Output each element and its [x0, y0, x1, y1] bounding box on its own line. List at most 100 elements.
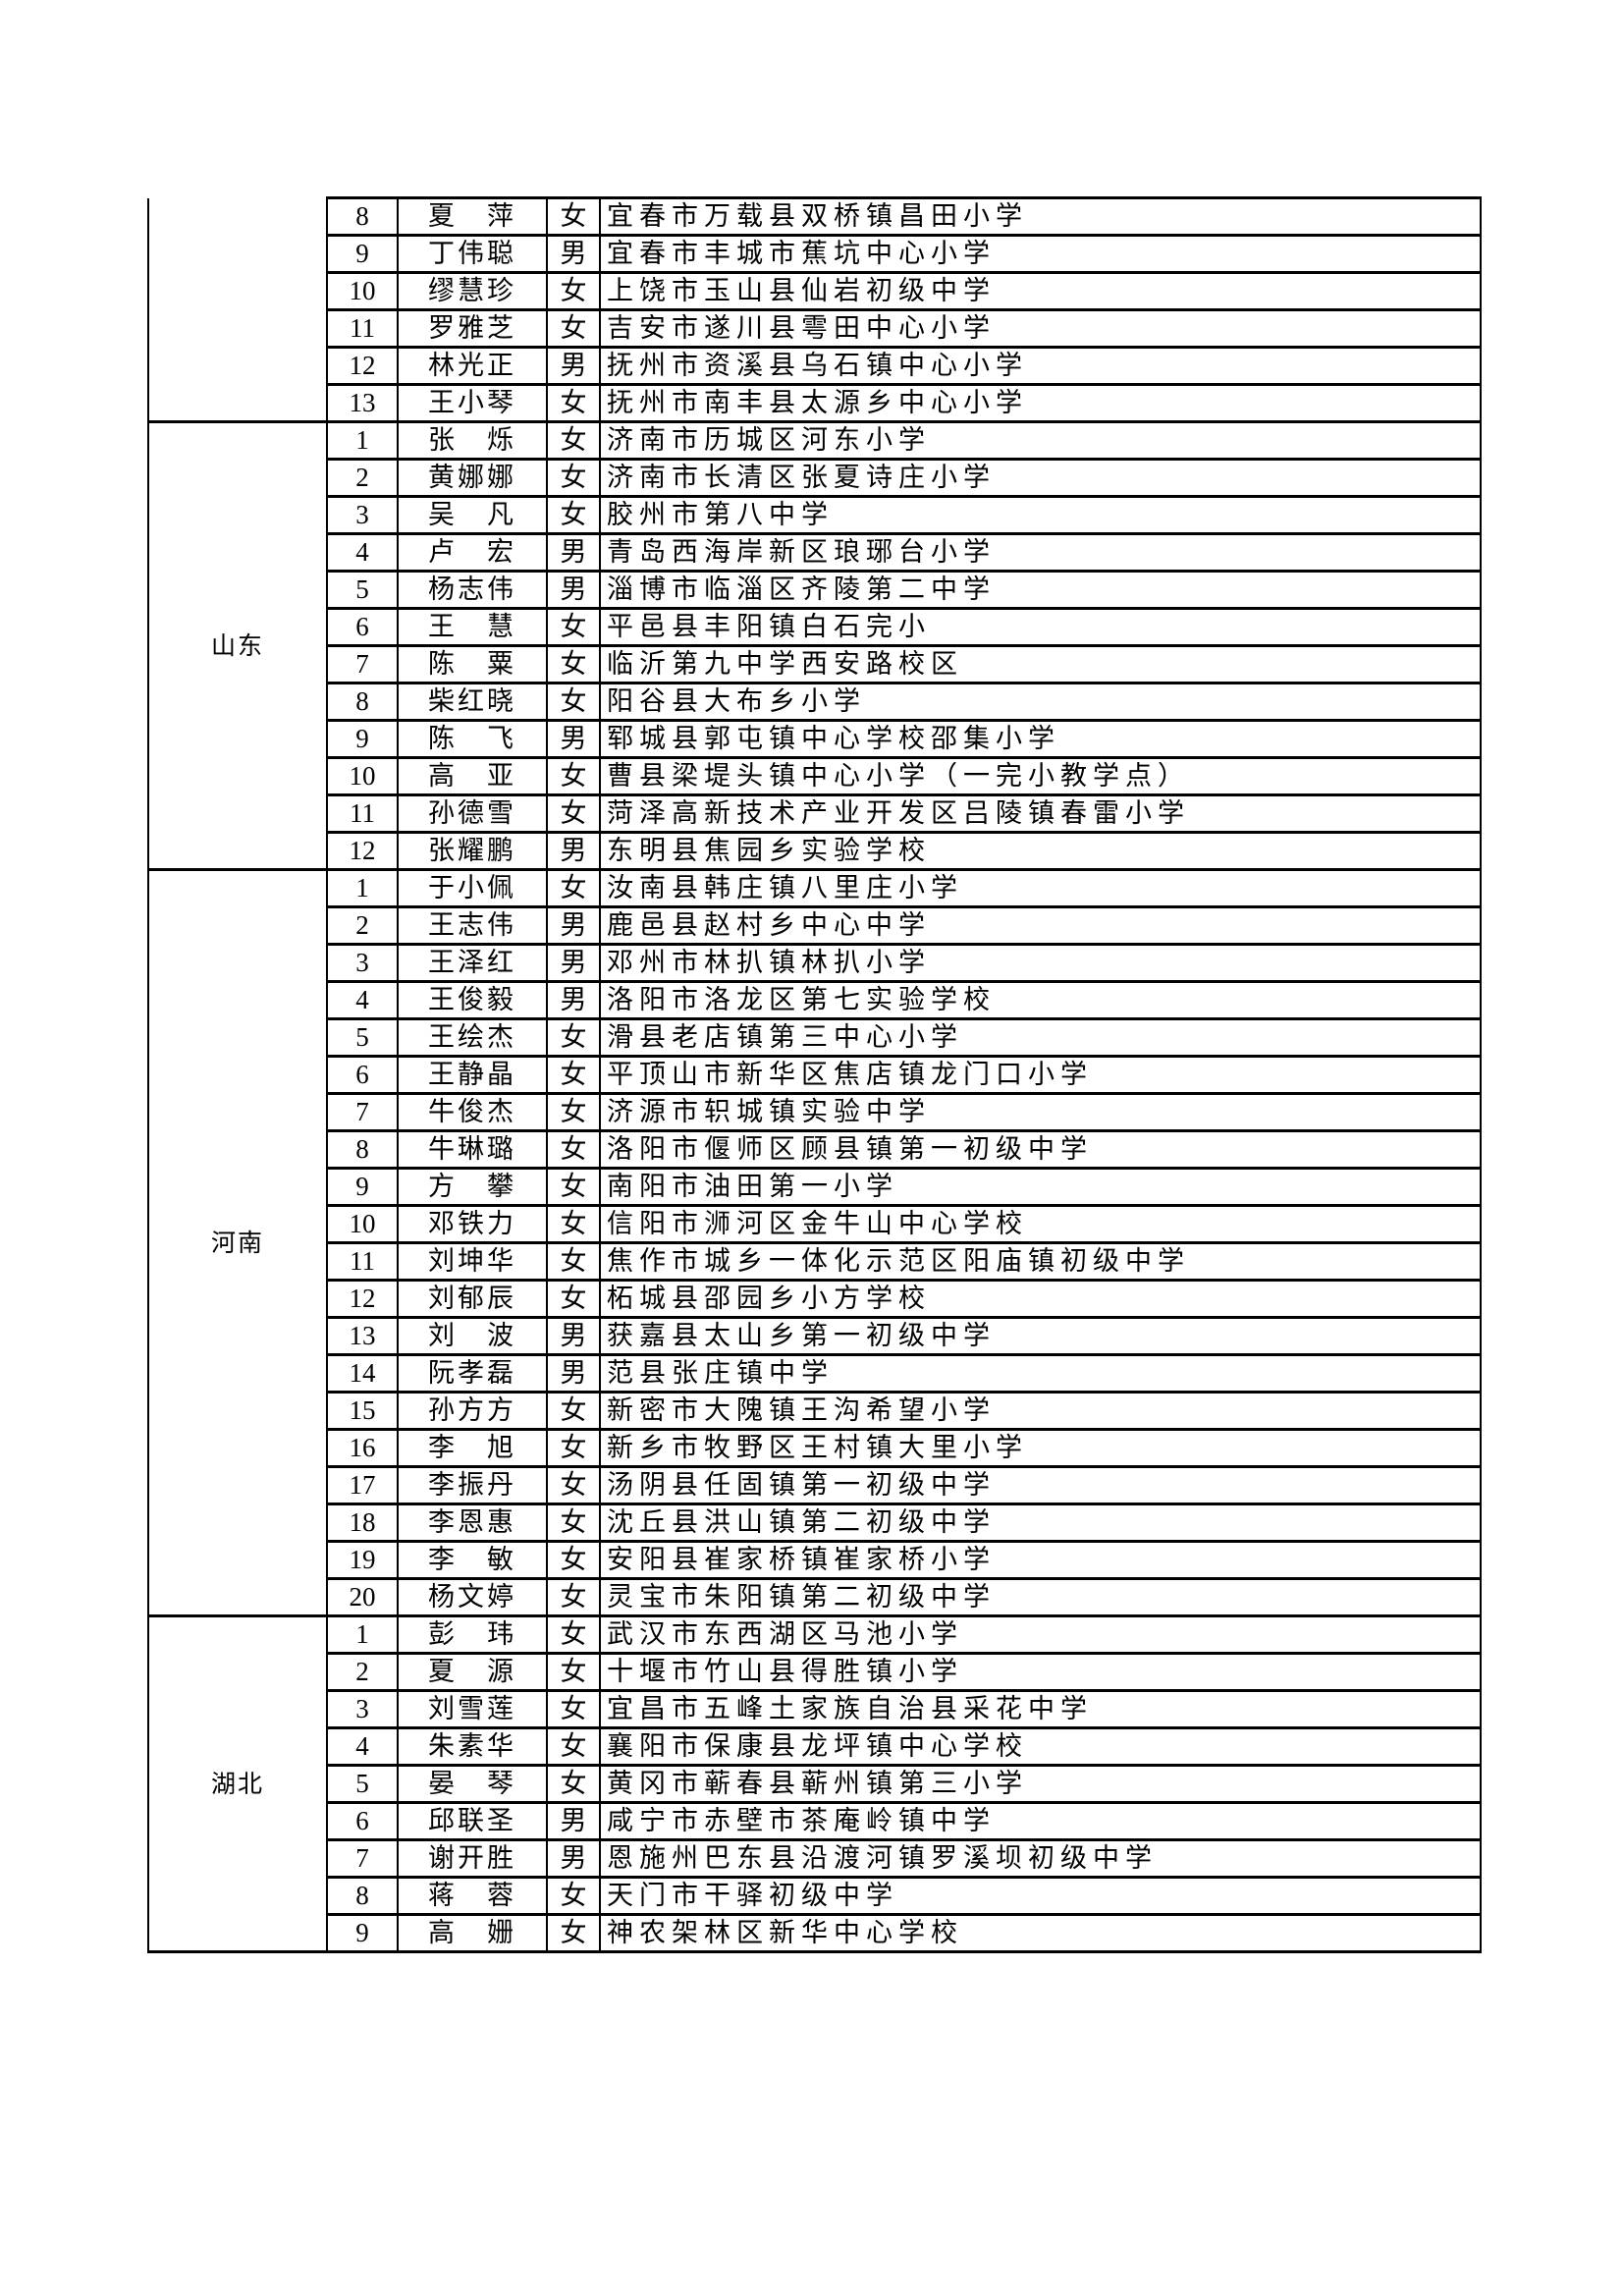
sex-cell: 女	[546, 1764, 601, 1804]
school-cell: 灵宝市朱阳镇第二初级中学	[599, 1577, 1482, 1617]
no-cell: 1	[326, 868, 399, 908]
school-cell: 十堰市竹山县得胜镇小学	[599, 1652, 1482, 1692]
school-cell: 黄冈市蕲春县蕲州镇第三小学	[599, 1764, 1482, 1804]
sex-cell: 女	[546, 1465, 601, 1505]
no-cell: 3	[326, 495, 399, 535]
table-row: 7 谢开胜男恩施州巴东县沿渡河镇罗溪坝初级中学	[148, 1838, 1482, 1879]
table-row: 16 李 旭女新乡市牧野区王村镇大里小学	[148, 1428, 1482, 1468]
table-row: 20 杨文婷女灵宝市朱阳镇第二初级中学	[148, 1577, 1482, 1617]
table-row: 9 丁伟聪男宜春市丰城市蕉坑中心小学	[148, 234, 1482, 274]
sex-cell: 女	[546, 308, 601, 349]
table-row: 13 王小琴女抚州市南丰县太源乡中心小学	[148, 383, 1482, 423]
name-cell: 方 攀	[397, 1167, 548, 1207]
no-cell: 8	[326, 682, 399, 722]
name-cell: 蒋 蓉	[397, 1876, 548, 1916]
table-row: 4 朱素华女襄阳市保康县龙坪镇中心学校	[148, 1726, 1482, 1767]
no-cell: 17	[326, 1465, 399, 1505]
no-cell: 1	[326, 420, 399, 461]
name-cell: 陈 粟	[397, 644, 548, 684]
school-cell: 南阳市油田第一小学	[599, 1167, 1482, 1207]
table-row: 河南 1 于小佩女汝南县韩庄镇八里庄小学	[147, 868, 1482, 1617]
school-cell: 临沂第九中学西安路校区	[599, 644, 1482, 684]
name-cell: 王绘杰	[397, 1017, 548, 1058]
school-cell: 滑县老店镇第三中心小学	[599, 1017, 1482, 1058]
no-cell: 14	[326, 1353, 399, 1394]
no-cell: 11	[326, 793, 399, 834]
no-cell: 5	[326, 570, 399, 610]
table-row: 12 刘郁辰女柘城县邵园乡小方学校	[148, 1279, 1482, 1319]
no-cell: 15	[326, 1391, 399, 1431]
school-cell: 柘城县邵园乡小方学校	[599, 1279, 1482, 1319]
name-cell: 李 旭	[397, 1428, 548, 1468]
school-cell: 东明县焦园乡实验学校	[599, 831, 1482, 871]
name-cell: 高 亚	[397, 756, 548, 796]
no-cell: 20	[326, 1577, 399, 1617]
table-row: 4 王俊毅男洛阳市洛龙区第七实验学校	[148, 980, 1482, 1020]
name-cell: 孙方方	[397, 1391, 548, 1431]
table-row: 3 王泽红男邓州市林扒镇林扒小学	[148, 943, 1482, 983]
name-cell: 晏 琴	[397, 1764, 548, 1804]
no-cell: 8	[326, 1129, 399, 1170]
name-cell: 彭 玮	[397, 1614, 548, 1655]
name-cell: 孙德雪	[397, 793, 548, 834]
province-cell: 湖北	[147, 1614, 328, 1953]
school-cell: 上饶市玉山县仙岩初级中学	[599, 271, 1482, 311]
sex-cell: 女	[546, 1876, 601, 1916]
no-cell: 9	[326, 234, 399, 274]
school-cell: 恩施州巴东县沿渡河镇罗溪坝初级中学	[599, 1838, 1482, 1879]
sex-cell: 女	[546, 793, 601, 834]
sex-cell: 女	[546, 1652, 601, 1692]
sex-cell: 女	[546, 868, 601, 908]
name-cell: 夏 源	[397, 1652, 548, 1692]
no-cell: 5	[326, 1764, 399, 1804]
sex-cell: 女	[546, 756, 601, 796]
sex-cell: 男	[546, 570, 601, 610]
school-cell: 神农架林区新华中心学校	[599, 1913, 1482, 1953]
school-cell: 济南市历城区河东小学	[599, 420, 1482, 461]
table-row: 2 黄娜娜女济南市长清区张夏诗庄小学	[148, 458, 1482, 498]
school-cell: 沈丘县洪山镇第二初级中学	[599, 1503, 1482, 1543]
sex-cell: 女	[546, 1689, 601, 1729]
name-cell: 丁伟聪	[397, 234, 548, 274]
no-cell: 8	[326, 196, 399, 237]
name-cell: 刘雪莲	[397, 1689, 548, 1729]
table-row: 5 王绘杰女滑县老店镇第三中心小学	[148, 1017, 1482, 1058]
name-cell: 夏 萍	[397, 196, 548, 237]
school-cell: 天门市干驿初级中学	[599, 1876, 1482, 1916]
school-cell: 阳谷县大布乡小学	[599, 682, 1482, 722]
no-cell: 4	[326, 532, 399, 573]
sex-cell: 女	[546, 420, 601, 461]
no-cell: 2	[326, 905, 399, 946]
sex-cell: 女	[546, 1279, 601, 1319]
table-row: 15 孙方方女新密市大隗镇王沟希望小学	[148, 1391, 1482, 1431]
sex-cell: 女	[546, 1503, 601, 1543]
name-cell: 黄娜娜	[397, 458, 548, 498]
school-cell: 曹县梁堤头镇中心小学（一完小教学点）	[599, 756, 1482, 796]
sex-cell: 女	[546, 196, 601, 237]
sex-cell: 男	[546, 1838, 601, 1879]
school-cell: 襄阳市保康县龙坪镇中心学校	[599, 1726, 1482, 1767]
sex-cell: 女	[546, 495, 601, 535]
sex-cell: 女	[546, 271, 601, 311]
table-row: 17 李振丹女汤阴县任固镇第一初级中学	[148, 1465, 1482, 1505]
no-cell: 12	[326, 831, 399, 871]
school-cell: 济源市轵城镇实验中学	[599, 1092, 1482, 1132]
table-row: 5 杨志伟男淄博市临淄区齐陵第二中学	[148, 570, 1482, 610]
name-cell: 张耀鹏	[397, 831, 548, 871]
school-cell: 汤阴县任固镇第一初级中学	[599, 1465, 1482, 1505]
table-row: 山东 1 张 烁女济南市历城区河东小学	[147, 420, 1482, 871]
sex-cell: 女	[546, 644, 601, 684]
sex-cell: 男	[546, 831, 601, 871]
table-row: 11 罗雅芝女吉安市遂川县雩田中心小学	[148, 308, 1482, 349]
name-cell: 林光正	[397, 346, 548, 386]
name-cell: 罗雅芝	[397, 308, 548, 349]
name-cell: 刘 波	[397, 1316, 548, 1356]
school-cell: 洛阳市洛龙区第七实验学校	[599, 980, 1482, 1020]
table-row: 14 阮孝磊男范县张庄镇中学	[148, 1353, 1482, 1394]
sex-cell: 男	[546, 346, 601, 386]
name-cell: 柴红晓	[397, 682, 548, 722]
sex-cell: 男	[546, 234, 601, 274]
